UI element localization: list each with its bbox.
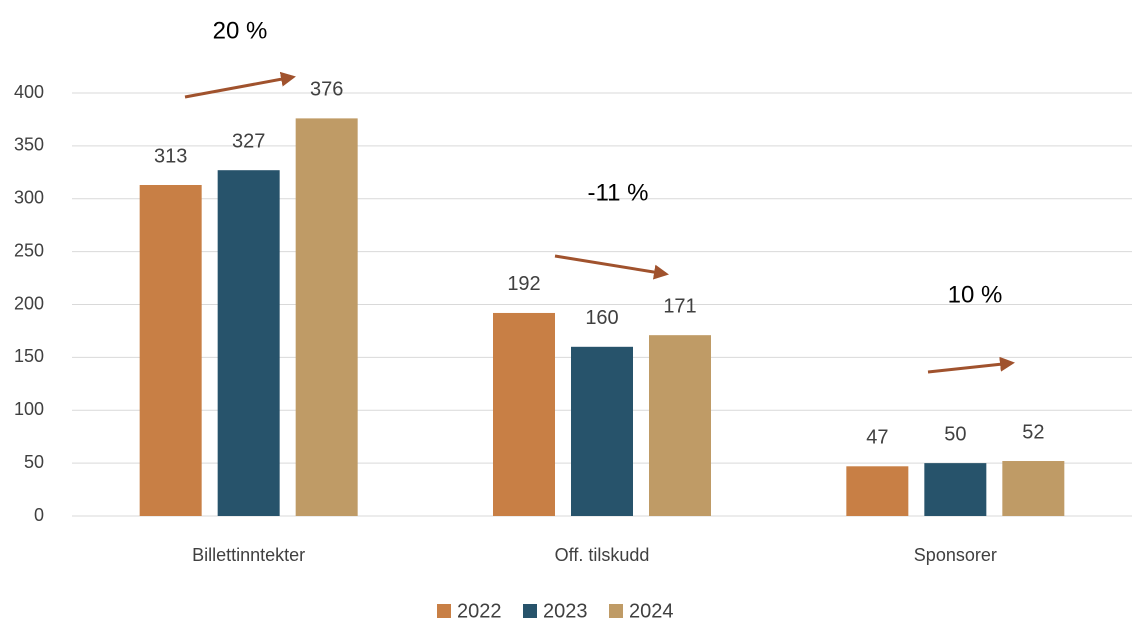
y-tick-label: 150 (14, 346, 44, 366)
value-label: 376 (310, 79, 343, 101)
y-tick-label: 0 (34, 505, 44, 525)
value-label: 313 (154, 145, 187, 167)
value-label: 160 (585, 307, 618, 329)
x-tick-label: Billettinntekter (192, 545, 305, 565)
y-tick-label: 400 (14, 82, 44, 102)
bar (493, 312, 555, 516)
bar (846, 466, 909, 516)
legend-label: 2023 (543, 600, 588, 622)
legend-swatch (609, 604, 623, 618)
trend-arrow (184, 71, 296, 99)
legend-swatch (437, 604, 451, 618)
value-label: 192 (507, 273, 540, 295)
value-label: 171 (663, 295, 696, 317)
annotation: 20 % (213, 17, 268, 44)
trend-arrow (927, 356, 1015, 374)
y-tick-label: 300 (14, 188, 44, 208)
y-tick-label: 100 (14, 399, 44, 419)
value-label: 50 (944, 423, 966, 445)
value-label: 52 (1022, 421, 1044, 443)
y-tick-label: 50 (24, 452, 44, 472)
bar (1002, 461, 1065, 516)
annotation: -11 % (588, 179, 649, 206)
bar (571, 346, 633, 516)
y-tick-label: 200 (14, 293, 44, 313)
bar (217, 170, 280, 516)
y-tick-label: 350 (14, 135, 44, 155)
bar (649, 335, 711, 516)
annotation: 10 % (948, 281, 1003, 308)
x-tick-label: Off. tilskudd (555, 545, 650, 565)
legend-label: 2024 (629, 600, 674, 622)
y-tick-label: 250 (14, 240, 44, 260)
trend-arrow (554, 254, 669, 280)
bar (139, 185, 202, 516)
value-label: 47 (866, 427, 888, 449)
legend-swatch (523, 604, 537, 618)
value-label: 327 (232, 130, 265, 152)
x-tick-label: Sponsorer (914, 545, 997, 565)
bar (295, 118, 358, 516)
bar (924, 463, 987, 516)
legend-label: 2022 (457, 600, 502, 622)
